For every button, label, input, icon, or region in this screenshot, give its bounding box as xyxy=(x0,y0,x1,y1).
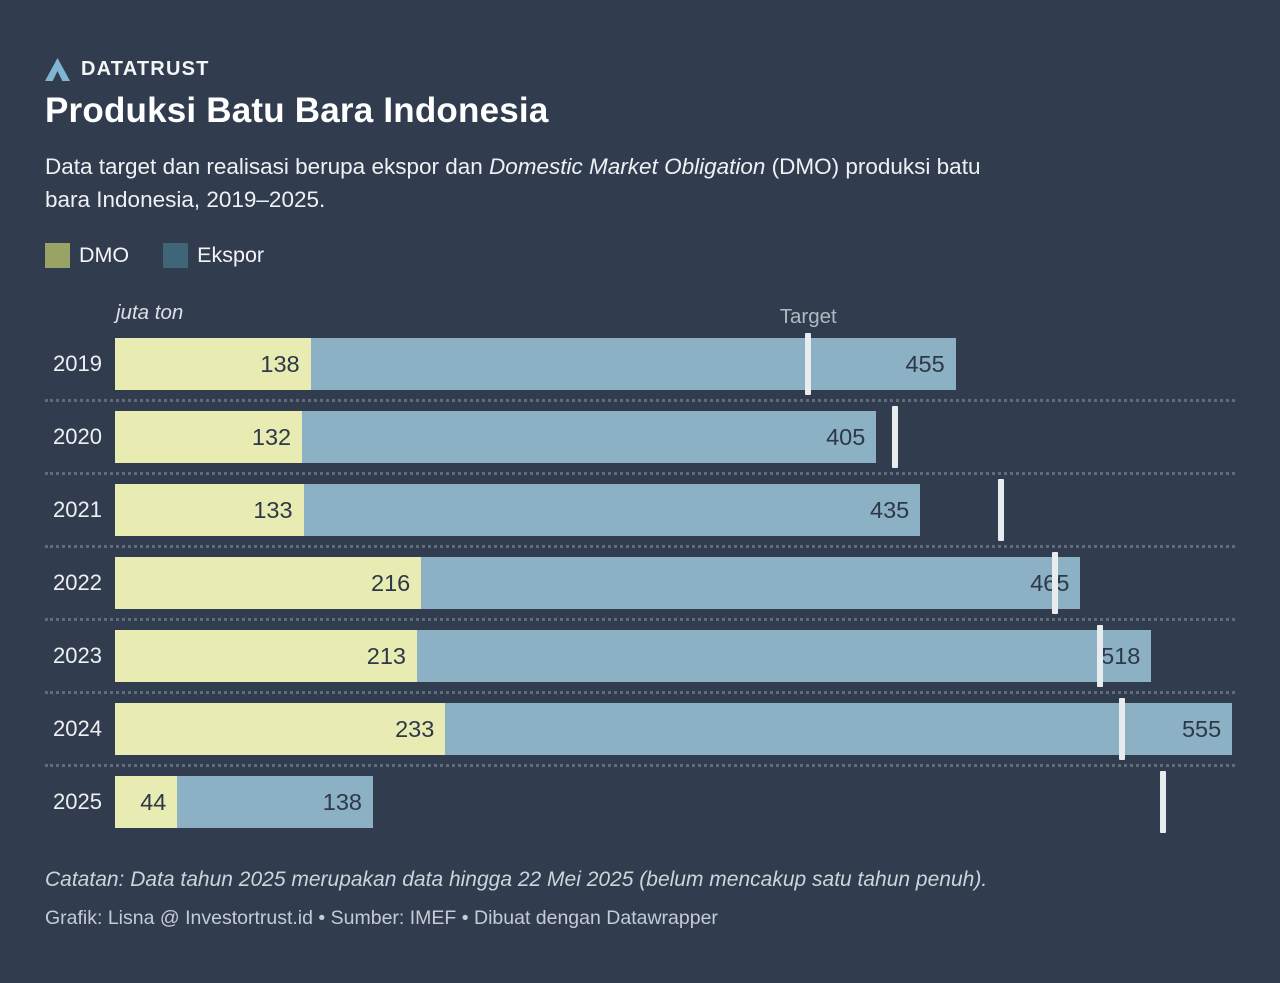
brand-name: DATATRUST xyxy=(81,57,210,80)
legend: DMO Ekspor xyxy=(45,243,1235,269)
row-separator xyxy=(45,545,1235,549)
bar-track: 216 465 xyxy=(115,552,1235,615)
bar-segment-dmo[interactable]: 132 xyxy=(115,411,303,464)
bar-track: 132 405 xyxy=(115,406,1235,469)
target-tick xyxy=(998,479,1005,542)
target-tick xyxy=(1097,625,1104,688)
chart-row-2023: 2023 213 518 xyxy=(45,625,1235,688)
legend-label: Ekspor xyxy=(197,243,265,268)
year-label: 2025 xyxy=(53,789,102,815)
legend-label: DMO xyxy=(79,243,130,268)
bar-segment-dmo[interactable]: 233 xyxy=(115,703,446,756)
chart-header: DATATRUST Produksi Batu Bara Indonesia D… xyxy=(45,56,1235,216)
row-separator xyxy=(45,618,1235,622)
legend-item-ekspor[interactable]: Ekspor xyxy=(163,243,265,269)
value-label: 435 xyxy=(870,496,910,523)
value-label: 405 xyxy=(826,423,866,450)
bar-chart: juta ton Target 2019 138 455 2020 132 405 2021… xyxy=(45,296,1235,834)
year-label: 2022 xyxy=(53,570,102,596)
target-tick xyxy=(891,406,898,469)
chart-row-2022: 2022 216 465 xyxy=(45,552,1235,615)
bar-track: 213 518 xyxy=(115,625,1235,688)
subtitle-text-end: (DMO) produksi batu bara Indonesia, 2019… xyxy=(45,154,981,213)
value-label: 138 xyxy=(322,788,363,815)
value-label: 133 xyxy=(253,496,293,523)
chart-axis-header: juta ton Target xyxy=(45,296,1235,338)
bar-segment-ekspor[interactable]: 405 xyxy=(302,411,877,464)
bar-segment-dmo[interactable]: 213 xyxy=(115,630,417,683)
target-tick xyxy=(1159,771,1166,834)
credit-line: Grafik: Lisna @ Investortrust.id • Sumbe… xyxy=(45,907,718,930)
year-label: 2019 xyxy=(53,351,102,377)
bar-track: 44 138 xyxy=(115,771,1235,834)
axis-unit-label: juta ton xyxy=(116,301,184,325)
target-tick xyxy=(1051,552,1058,615)
bar-segment-dmo[interactable]: 216 xyxy=(115,557,422,610)
subtitle-italic-text: Domestic Market Obligation xyxy=(489,154,766,180)
bar-segment-dmo[interactable]: 133 xyxy=(115,484,304,537)
bar-segment-ekspor[interactable]: 465 xyxy=(421,557,1081,610)
bar-track: 138 455 xyxy=(115,333,1235,396)
year-label: 2024 xyxy=(53,716,102,742)
target-label: Target xyxy=(779,305,837,329)
row-separator xyxy=(45,472,1235,476)
value-label: 233 xyxy=(395,715,435,742)
bar-track: 133 435 xyxy=(115,479,1235,542)
bar-segment-dmo[interactable]: 138 xyxy=(115,338,311,391)
row-separator xyxy=(45,764,1235,768)
chart-title: Produksi Batu Bara Indonesia xyxy=(45,91,549,130)
brand-logo: DATATRUST xyxy=(45,56,1235,82)
target-tick xyxy=(805,333,812,396)
value-label: 555 xyxy=(1181,715,1222,742)
value-label: 213 xyxy=(366,642,406,669)
year-label: 2023 xyxy=(53,643,102,669)
row-separator xyxy=(45,691,1235,695)
target-tick xyxy=(1118,698,1125,761)
bar-segment-ekspor[interactable]: 555 xyxy=(445,703,1233,756)
bar-segment-ekspor[interactable]: 518 xyxy=(416,630,1152,683)
year-label: 2020 xyxy=(53,424,102,450)
subtitle-text: Data target dan realisasi berupa ekspor … xyxy=(45,154,490,180)
chart-footer: Catatan: Data tahun 2025 merupakan data … xyxy=(45,868,1235,930)
year-column-spacer xyxy=(45,296,115,338)
bar-segment-ekspor[interactable]: 435 xyxy=(303,484,921,537)
row-separator xyxy=(45,399,1235,403)
value-label: 138 xyxy=(260,350,300,377)
year-label: 2021 xyxy=(53,497,102,523)
footnote: Catatan: Data tahun 2025 merupakan data … xyxy=(45,868,988,892)
value-label: 465 xyxy=(1030,569,1070,596)
chart-row-2024: 2024 233 555 xyxy=(45,698,1235,761)
axis-header-track: juta ton Target xyxy=(115,296,1235,338)
legend-swatch xyxy=(45,243,70,269)
chart-subtitle: Data target dan realisasi berupa ekspor … xyxy=(45,150,1010,216)
datatrust-logo-icon xyxy=(45,57,70,81)
value-label: 132 xyxy=(251,423,292,450)
chart-row-2019: 2019 138 455 xyxy=(45,333,1235,396)
value-label: 216 xyxy=(371,569,411,596)
legend-swatch xyxy=(163,243,189,269)
bar-segment-ekspor[interactable]: 138 xyxy=(177,776,374,829)
value-label: 455 xyxy=(905,350,945,377)
bar-segment-dmo[interactable]: 44 xyxy=(115,776,178,829)
chart-row-2021: 2021 133 435 xyxy=(45,479,1235,542)
chart-rows: 2019 138 455 2020 132 405 2021 133 435 2022 216 465… xyxy=(45,333,1235,834)
value-label: 518 xyxy=(1101,642,1141,669)
legend-item-dmo[interactable]: DMO xyxy=(45,243,130,269)
chart-row-2020: 2020 132 405 xyxy=(45,406,1235,469)
bar-segment-ekspor[interactable]: 455 xyxy=(310,338,956,391)
bar-track: 233 555 xyxy=(115,698,1235,761)
chart-row-2025: 2025 44 138 xyxy=(45,771,1235,834)
value-label: 44 xyxy=(140,788,167,815)
